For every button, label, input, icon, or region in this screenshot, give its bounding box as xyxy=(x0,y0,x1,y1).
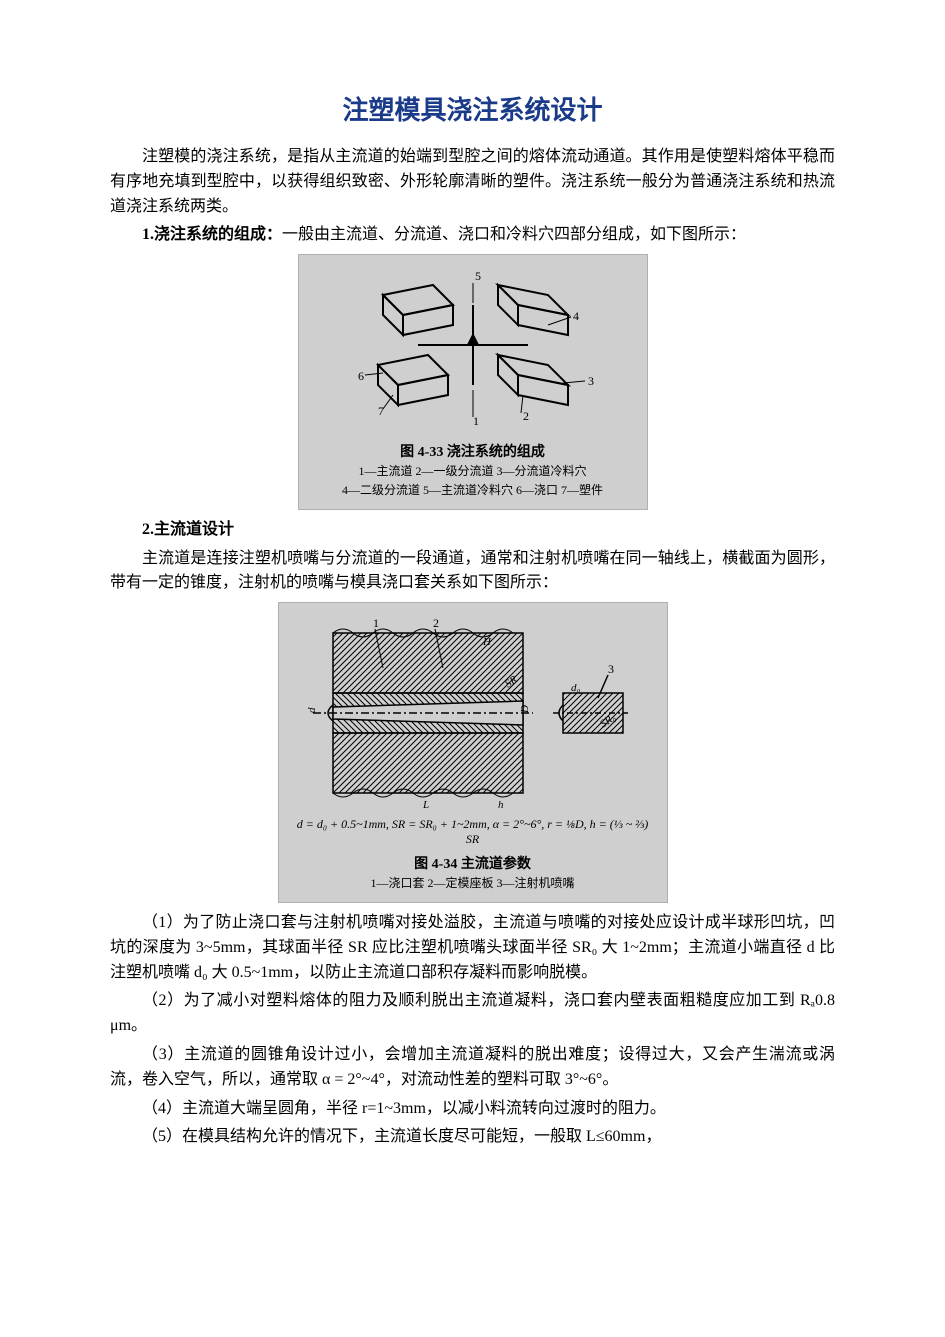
section1: 1.浇注系统的组成：一般由主流道、分流道、浇口和冷料穴四部分组成，如下图所示： xyxy=(110,223,835,248)
para-2: （2）为了减小对塑料熔体的阻力及顺利脱出主流道凝料，浇口套内壁表面粗糙度应加工到… xyxy=(110,989,835,1039)
svg-text:6: 6 xyxy=(358,369,364,383)
section2-body: 主流道是连接注塑机喷嘴与分流道的一段通道，通常和注射机喷嘴在同一轴线上，横截面为… xyxy=(110,547,835,597)
svg-text:d: d xyxy=(306,707,318,713)
svg-text:3: 3 xyxy=(588,374,594,388)
figure-4-34-svg: 1 2 3 d D L xyxy=(303,613,643,813)
document-page: 注塑模具浇注系统设计 注塑模的浇注系统，是指从主流道的始端到型腔之间的熔体流动通… xyxy=(0,0,945,1337)
section1-heading: 1.浇注系统的组成： xyxy=(142,226,282,243)
figure-4-34-box: 1 2 3 d D L xyxy=(278,602,668,903)
section2-heading: 2.主流道设计 xyxy=(142,521,234,538)
svg-text:5: 5 xyxy=(475,269,481,283)
figure-4-34: 1 2 3 d D L xyxy=(110,602,835,903)
figure-4-34-legend: 1—浇口套 2—定模座板 3—注射机喷嘴 xyxy=(293,875,653,892)
svg-text:2: 2 xyxy=(433,616,439,630)
para-3: （3）主流道的圆锥角设计过小，会增加主流道凝料的脱出难度；设得过大，又会产生湍流… xyxy=(110,1043,835,1093)
figure-4-34-caption: 图 4-34 主流道参数 xyxy=(293,853,653,873)
svg-text:1: 1 xyxy=(373,616,379,630)
para-1: （1）为了防止浇口套与注射机喷嘴对接处溢胶，主流道与喷嘴的对接处应设计成半球形凹… xyxy=(110,911,835,985)
figure-4-33: 5 4 3 2 1 7 6 图 4-33 浇 xyxy=(110,254,835,510)
section2: 2.主流道设计 xyxy=(110,518,835,543)
svg-text:3: 3 xyxy=(608,662,614,676)
figure-4-33-box: 5 4 3 2 1 7 6 图 4-33 浇 xyxy=(298,254,648,510)
svg-text:7: 7 xyxy=(378,404,384,418)
svg-text:h: h xyxy=(498,799,504,811)
section1-body: 一般由主流道、分流道、浇口和冷料穴四部分组成，如下图所示： xyxy=(282,226,746,243)
figure-4-33-legend2: 4—二级分流道 5—主流道冷料穴 6—浇口 7—塑件 xyxy=(313,482,633,499)
svg-text:H: H xyxy=(482,636,492,648)
figure-4-33-caption: 图 4-33 浇注系统的组成 xyxy=(313,441,633,461)
figure-4-33-svg: 5 4 3 2 1 7 6 xyxy=(323,265,623,435)
svg-text:2: 2 xyxy=(523,409,529,423)
para-4: （4）主流道大端呈圆角，半径 r=1~3mm，以减小料流转向过渡时的阻力。 xyxy=(110,1097,835,1122)
svg-text:1: 1 xyxy=(473,414,479,428)
svg-text:d₀: d₀ xyxy=(571,682,581,694)
svg-text:D: D xyxy=(519,705,531,714)
figure-4-34-formula: d = d₀ + 0.5~1mm, SR = SR₀ + 1~2mm, α = … xyxy=(293,817,653,847)
para-5: （5）在模具结构允许的情况下，主流道长度尽可能短，一般取 L≤60mm， xyxy=(110,1125,835,1150)
svg-text:4: 4 xyxy=(573,309,579,323)
figure-4-33-legend1: 1—主流道 2—一级分流道 3—分流道冷料穴 xyxy=(313,463,633,480)
svg-text:L: L xyxy=(422,799,429,811)
intro-paragraph: 注塑模的浇注系统，是指从主流道的始端到型腔之间的熔体流动通道。其作用是使塑料熔体… xyxy=(110,145,835,219)
page-title: 注塑模具浇注系统设计 xyxy=(110,90,835,127)
